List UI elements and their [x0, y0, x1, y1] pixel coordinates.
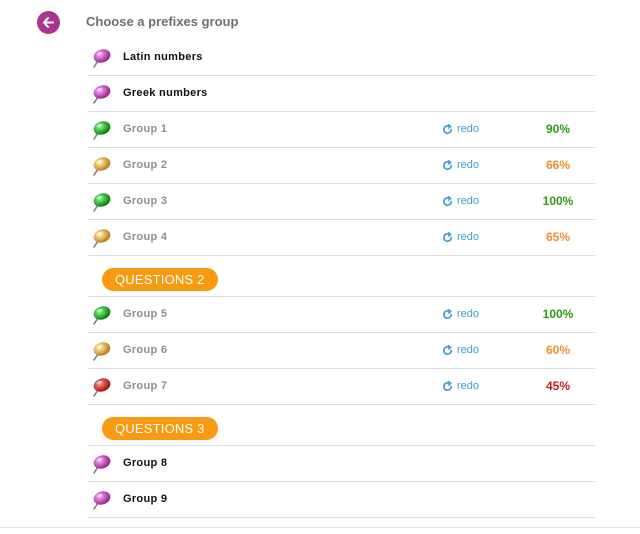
redo-link[interactable]: redo	[442, 195, 479, 207]
group-label: Group 3	[123, 195, 168, 207]
score-percent: 90%	[545, 122, 571, 136]
redo-link[interactable]: redo	[442, 308, 479, 320]
section-header: QUESTIONS 3	[88, 405, 595, 446]
group-label: Group 2	[123, 159, 168, 171]
pin-icon	[91, 376, 113, 398]
redo-label: redo	[457, 123, 480, 135]
pin-icon	[91, 340, 113, 362]
pin-icon	[91, 83, 113, 105]
redo-icon	[443, 159, 452, 170]
redo-icon	[443, 380, 452, 391]
group-list: Latin numbers Greek numbers Group 1 redo 90%…	[88, 40, 595, 518]
pin-icon	[91, 191, 113, 213]
pin-icon	[91, 453, 113, 475]
group-row[interactable]: Greek numbers	[88, 76, 595, 112]
redo-label: redo	[457, 195, 480, 207]
group-label: Group 1	[123, 123, 168, 135]
section-header: QUESTIONS 2	[88, 256, 595, 297]
redo-link[interactable]: redo	[442, 159, 479, 171]
group-label: Group 5	[123, 308, 168, 320]
group-label: Group 7	[123, 380, 168, 392]
score-percent: 100%	[542, 307, 574, 321]
redo-label: redo	[457, 231, 480, 243]
group-row[interactable]: Group 6 redo 60%	[88, 333, 595, 369]
group-row[interactable]: Group 2 redo 66%	[88, 148, 595, 184]
redo-label: redo	[457, 380, 480, 392]
group-row[interactable]: Group 8	[88, 446, 595, 482]
score-percent: 66%	[545, 158, 571, 172]
redo-icon	[443, 195, 452, 206]
group-row[interactable]: Group 1 redo 90%	[88, 112, 595, 148]
group-label: Group 4	[123, 231, 168, 243]
arrow-left-icon	[43, 17, 54, 28]
section-badge: QUESTIONS 3	[102, 417, 218, 440]
pin-icon	[91, 47, 113, 69]
group-row[interactable]: Latin numbers	[88, 40, 595, 76]
redo-link[interactable]: redo	[442, 123, 479, 135]
group-label: Group 6	[123, 344, 168, 356]
group-row[interactable]: Group 3 redo 100%	[88, 184, 595, 220]
group-label: Greek numbers	[123, 87, 208, 99]
pin-icon	[91, 155, 113, 177]
score-percent: 100%	[542, 194, 574, 208]
group-row[interactable]: Group 7 redo 45%	[88, 369, 595, 405]
pin-icon	[91, 489, 113, 511]
redo-label: redo	[457, 344, 480, 356]
group-label: Latin numbers	[123, 51, 203, 63]
group-row[interactable]: Group 5 redo 100%	[88, 297, 595, 333]
group-row[interactable]: Group 4 redo 65%	[88, 220, 595, 256]
redo-icon	[443, 123, 452, 134]
pin-icon	[91, 304, 113, 326]
group-label: Group 8	[123, 457, 168, 469]
pin-icon	[91, 119, 113, 141]
redo-label: redo	[457, 159, 480, 171]
score-percent: 60%	[545, 343, 571, 357]
score-percent: 45%	[545, 379, 571, 393]
back-button[interactable]	[37, 11, 60, 34]
redo-label: redo	[457, 308, 480, 320]
redo-link[interactable]: redo	[442, 380, 479, 392]
redo-icon	[443, 344, 452, 355]
score-percent: 65%	[545, 230, 571, 244]
group-label: Group 9	[123, 493, 168, 505]
group-row[interactable]: Group 9	[88, 482, 595, 518]
section-badge: QUESTIONS 2	[102, 268, 218, 291]
page-title: Choose a prefixes group	[86, 14, 239, 29]
redo-icon	[443, 231, 452, 242]
pin-icon	[91, 227, 113, 249]
divider	[0, 527, 640, 528]
redo-link[interactable]: redo	[442, 231, 479, 243]
redo-icon	[443, 308, 452, 319]
redo-link[interactable]: redo	[442, 344, 479, 356]
